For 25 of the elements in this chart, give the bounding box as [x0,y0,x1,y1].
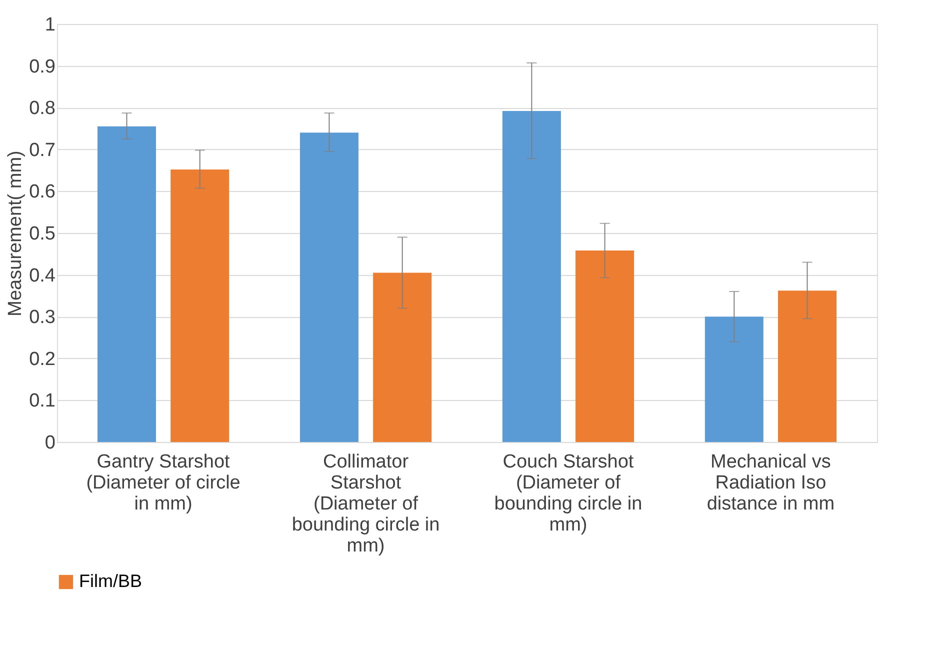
y-tick-label: 1 [44,14,56,36]
legend-label: Film/BB [79,571,142,591]
bar [373,272,432,442]
bar [502,110,561,442]
bar [170,169,230,442]
x-tick-label: Couch Starshot (Diameter of bounding circle in mm) [494,452,642,536]
y-tick-label: 0 [44,432,56,454]
y-tick-label: 0.7 [29,140,56,161]
y-tick-label: 0.2 [29,348,56,370]
y-tick-label: 0.5 [29,224,56,244]
x-tick-label: Gantry Starshot (Diameter of circle in mm) [86,452,240,514]
y-tick-label: 0.6 [29,182,56,203]
bar [576,250,634,442]
y-tick-label: 0.1 [29,390,56,412]
bar [778,290,837,442]
bar [97,126,156,442]
y-axis-title: Measurement( mm) [5,150,26,316]
bar [300,132,358,442]
y-tick-label: 0.4 [29,265,56,286]
y-tick-label: 0.8 [29,98,56,120]
x-tick-label: Mechanical vs Radiation Iso distance in mm [706,452,835,514]
y-tick-label: 0.9 [29,56,56,78]
y-tick-label: 0.3 [29,307,56,328]
x-tick-label: Collimator Starshot (Diameter of bounding circle in mm) [292,452,440,556]
bar [704,316,764,442]
